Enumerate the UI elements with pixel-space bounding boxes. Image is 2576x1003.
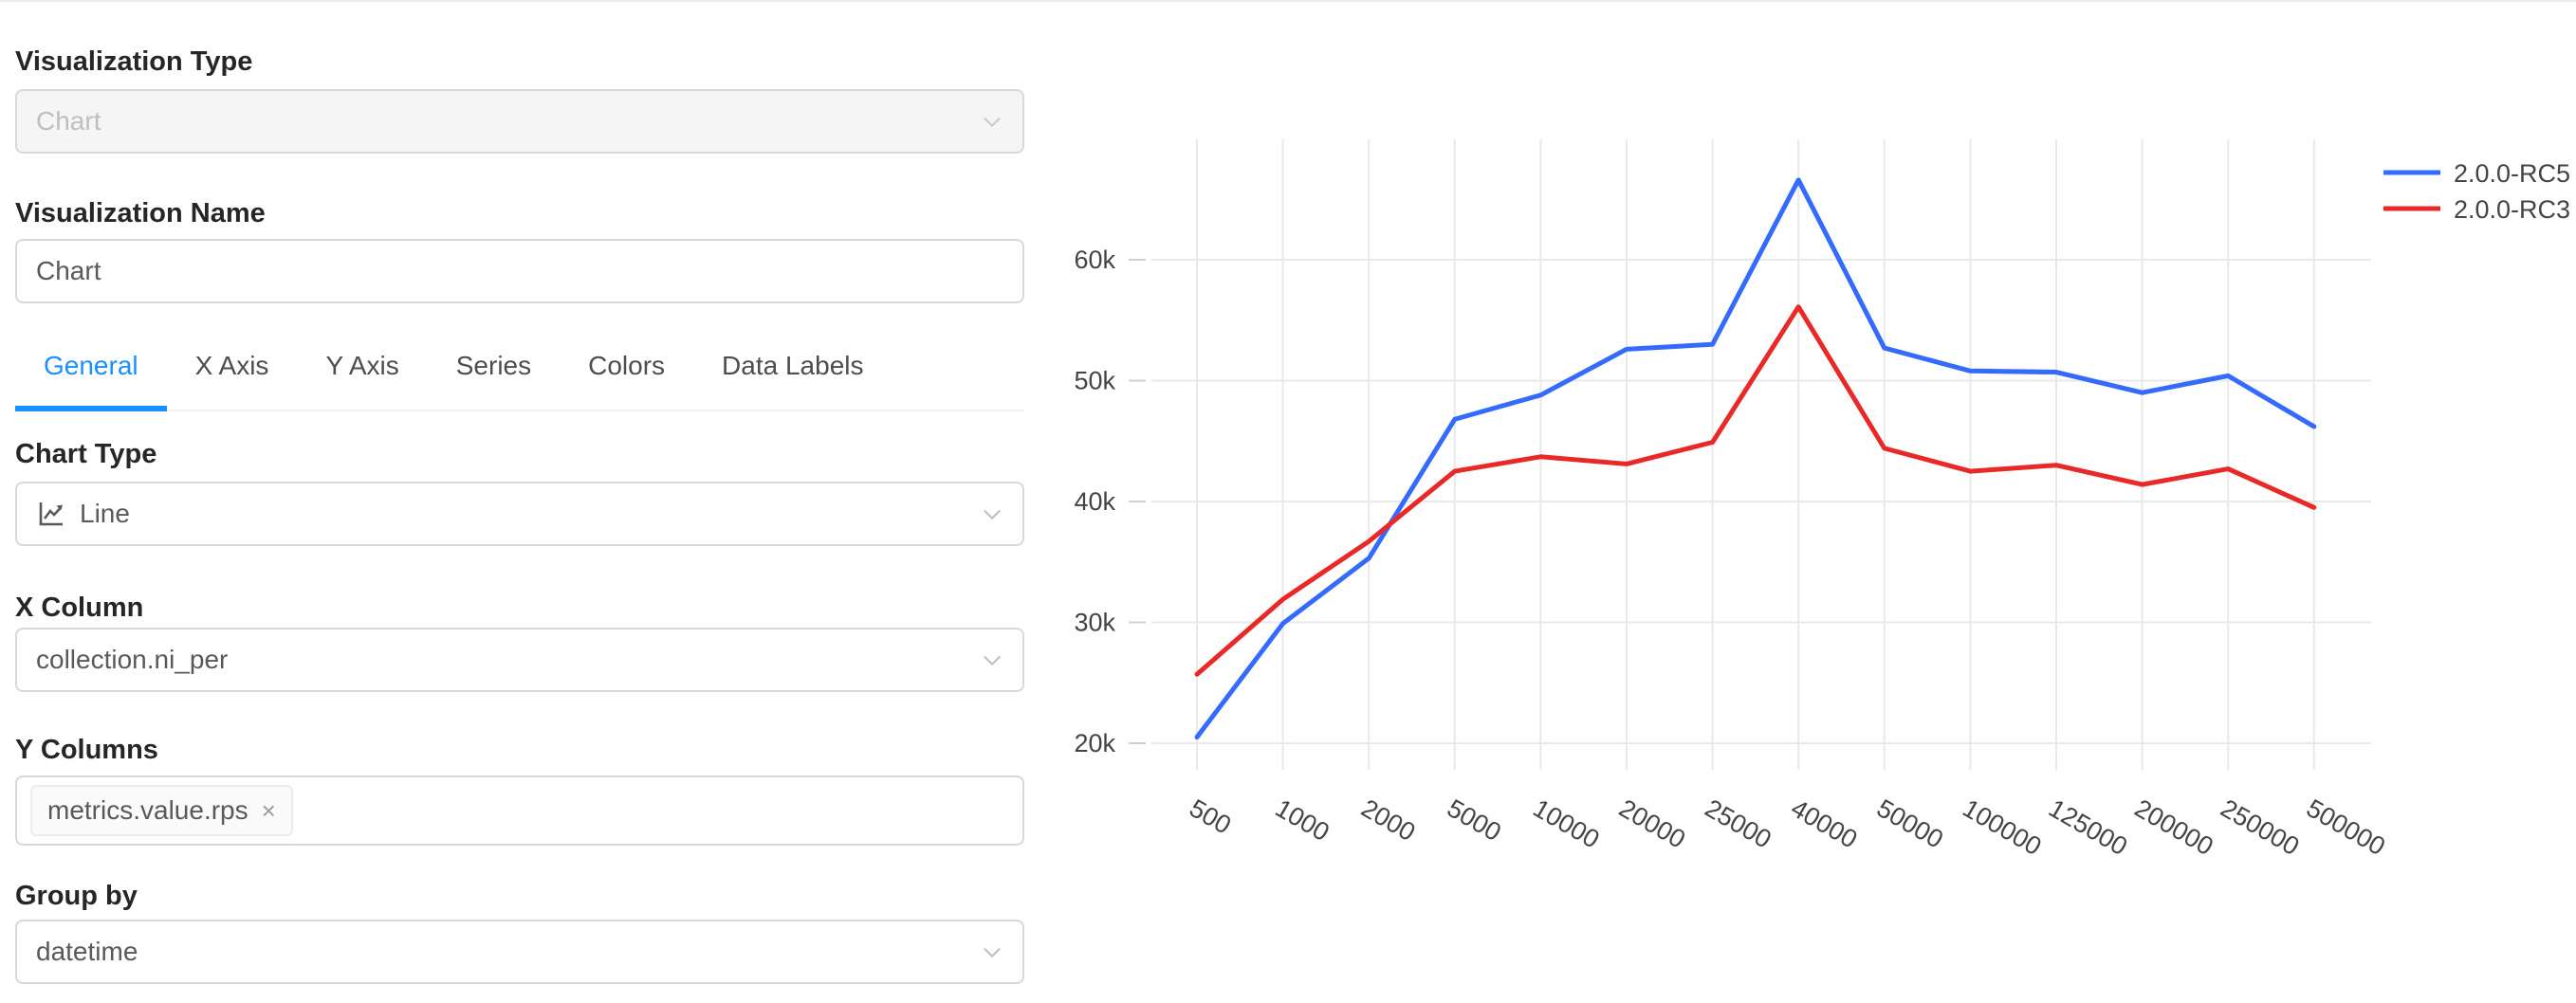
chart-panel: 20k 30k 40k 50k 60k 500 1000 2000 5000 10000 20000… [1024,2,2576,1003]
chevron-down-icon [979,647,1005,673]
chevron-down-icon [979,108,1005,135]
y-tick-label: 30k [1074,608,1115,636]
x-tick-label: 100000 [1958,793,2046,861]
x-tick-label: 500 [1185,793,1236,840]
config-panel: Visualization Type Chart Visualization N… [0,4,1024,984]
visualization-name-input[interactable]: Chart [15,239,1024,303]
x-tick-label: 5000 [1443,793,1506,847]
x-tick-label: 40000 [1786,793,1862,854]
chart-type-label: Chart Type [15,439,157,469]
x-column-label: X Column [15,593,144,623]
legend-item[interactable]: 2.0.0-RC5 [2383,159,2570,188]
tab-series[interactable]: Series [455,351,532,380]
visualization-name-value: Chart [36,256,101,285]
y-column-tag: metrics.value.rps × [30,785,293,836]
y-tick-label: 50k [1074,366,1115,394]
tab-y-axis[interactable]: Y Axis [325,351,399,380]
y-tick-label: 20k [1074,729,1115,757]
remove-tag-icon[interactable]: × [261,796,276,825]
x-tick-label: 20000 [1614,793,1690,854]
visualization-type-value: Chart [36,106,101,136]
visualization-name-label: Visualization Name [15,198,266,228]
line-chart-icon [36,499,66,529]
x-column-value: collection.ni_per [36,645,229,674]
y-tick-label: 60k [1074,246,1115,274]
y-columns-label: Y Columns [15,735,158,765]
tab-colors[interactable]: Colors [588,351,666,380]
tab-data-labels[interactable]: Data Labels [722,351,864,380]
group-by-value: datetime [36,937,138,966]
x-tick-label: 50000 [1872,793,1948,854]
series-line-2.0.0-RC3 [1194,304,2317,677]
x-tick-label: 125000 [2044,793,2132,861]
y-tick-label: 40k [1074,487,1115,516]
tab-x-axis[interactable]: X Axis [194,351,269,380]
y-columns-select[interactable]: metrics.value.rps × [15,775,1024,846]
y-column-tag-text: metrics.value.rps [47,795,248,825]
chevron-down-icon [979,939,1005,965]
tab-general[interactable]: General [15,351,167,411]
x-tick-label: 200000 [2130,793,2218,861]
x-tick-label: 10000 [1528,793,1604,854]
chart-type-select[interactable]: Line [15,482,1024,546]
settings-tabs: General X Axis Y Axis Series Colors Data… [15,351,1024,411]
x-tick-label: 250000 [2216,793,2304,861]
series-line-2.0.0-RC5 [1194,177,2317,740]
legend-label: 2.0.0-RC5 [2454,159,2570,188]
x-column-select[interactable]: collection.ni_per [15,628,1024,692]
group-by-select[interactable]: datetime [15,920,1024,984]
legend-label: 2.0.0-RC3 [2454,195,2570,224]
x-tick-label: 1000 [1271,793,1334,847]
group-by-label: Group by [15,881,138,911]
x-tick-label: 2000 [1356,793,1420,847]
chevron-down-icon [979,501,1005,527]
legend-item[interactable]: 2.0.0-RC3 [2383,195,2570,224]
visualization-type-select[interactable]: Chart [15,89,1024,154]
chart-type-value: Line [80,499,130,528]
x-tick-label: 500000 [2302,793,2390,861]
visualization-type-label: Visualization Type [15,46,253,77]
x-tick-label: 25000 [1701,793,1776,854]
